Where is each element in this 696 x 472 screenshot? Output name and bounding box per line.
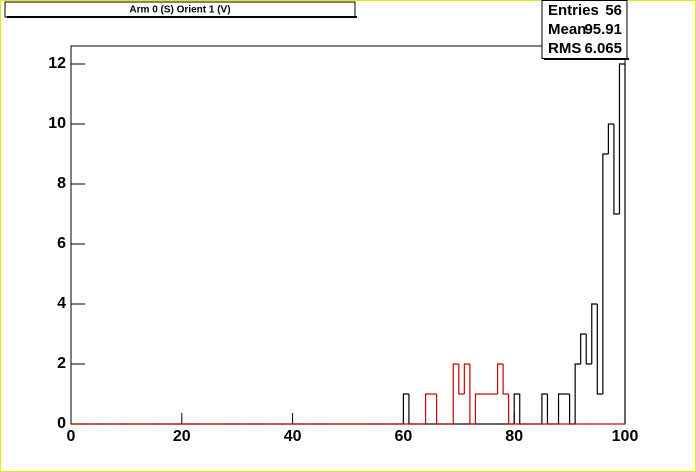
stat-label: Mean: [548, 21, 586, 38]
hist-step: [474, 393, 481, 424]
hist-step: [452, 363, 459, 424]
y-tick-label: 6: [57, 235, 66, 252]
x-tick-label: 60: [395, 428, 413, 445]
y-tick-label: 8: [57, 175, 66, 192]
x-tick-label: 100: [612, 428, 639, 445]
y-tick-label: 10: [48, 115, 66, 132]
hist-step: [436, 394, 443, 425]
plot-frame: [70, 45, 626, 425]
y-tick-label: 4: [57, 295, 66, 312]
stat-label: Entries: [548, 2, 599, 19]
hist-step: [607, 123, 614, 154]
hist-step: [513, 393, 520, 424]
x-tick-label: 40: [284, 428, 302, 445]
hist-step: [557, 393, 565, 424]
hist-step: [458, 364, 465, 395]
hist-step: [580, 333, 587, 364]
hist-step: [602, 153, 609, 394]
hist-step: [424, 393, 432, 424]
x-tick-label: 0: [67, 428, 76, 445]
stat-value: 56: [605, 2, 622, 19]
stats-shadow: [544, 58, 629, 60]
chart-title: Arm 0 (S) Orient 1 (V): [129, 5, 230, 16]
hist-step: [469, 364, 476, 425]
stats-box: [541, 0, 628, 59]
hist-step: [618, 63, 626, 424]
y-tick-label: 0: [57, 415, 66, 432]
hist-step: [596, 304, 603, 395]
hist-step: [574, 363, 581, 424]
hist-step: [591, 303, 598, 364]
hist-step: [613, 124, 620, 215]
stat-label: RMS: [548, 40, 581, 57]
hist-step: [496, 363, 504, 394]
y-tick-label: 12: [48, 55, 66, 72]
hist-step: [502, 364, 509, 395]
stat-value: 6.065: [584, 40, 622, 57]
hist-step: [463, 363, 470, 394]
y-tick-label: 2: [57, 355, 66, 372]
hist-step: [585, 334, 592, 365]
hist-step: [508, 394, 515, 425]
hist-step: [541, 393, 548, 424]
x-tick-label: 80: [505, 428, 523, 445]
x-tick-label: 20: [173, 428, 191, 445]
title-shadow: [7, 16, 357, 18]
stat-value: 95.91: [584, 21, 622, 38]
hist-step: [402, 393, 409, 424]
